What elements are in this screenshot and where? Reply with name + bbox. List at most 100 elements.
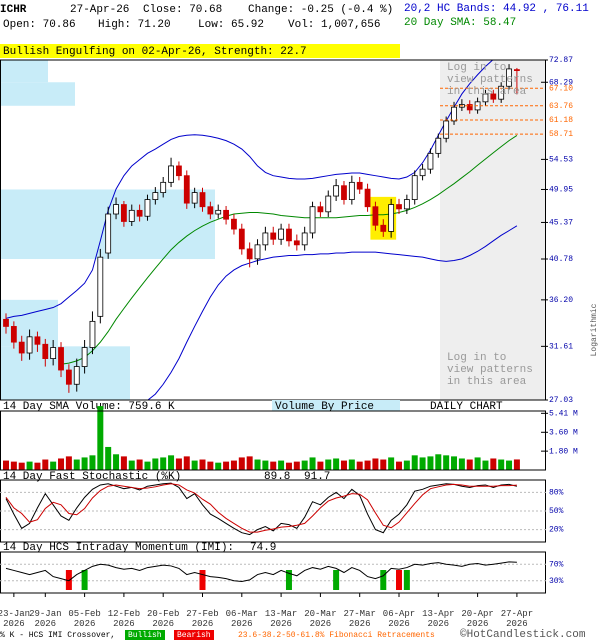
volume-bar [65,456,72,470]
volume-bar [293,461,300,470]
candle-body [89,320,96,348]
y-tick-label: 5.41 M [549,409,578,418]
candle-body [26,336,33,354]
volume-bar [238,457,245,470]
volume-bar [175,458,182,470]
open: Open: 70.86 [3,19,76,31]
candle-body [238,228,245,250]
candle-body [490,93,497,100]
volume-bar [199,459,206,470]
candle-body [97,256,104,317]
volume-bar [458,458,465,470]
candle-body [325,195,332,213]
volume-bar [120,456,127,470]
candle-body [451,106,457,122]
candle-body [372,206,379,226]
volume-title: 14 Day SMA Volume: 759.6 K [3,401,175,413]
imi-crossover [333,570,340,590]
candle-body [506,68,512,87]
y-tick-label: 54.53 [549,156,573,165]
volume-by-price-bar [0,82,75,106]
volume-bar [301,460,308,470]
candle-body [278,228,285,240]
upper-band [5,60,494,319]
candle-body [498,85,505,100]
candle-body [121,204,127,222]
x-tick-label: 27-Apr 2026 [500,609,534,629]
volume-bar [246,456,253,470]
candle-body [333,185,340,197]
footer-legend: % K - HCS IMI Crossover, [0,631,115,640]
fibonacci-label: 63.76 [549,102,573,111]
candle-body [58,347,64,371]
locked-note: Log in to view patterns in this area [447,352,533,388]
volume-bar [144,461,151,470]
volume-bar [58,458,65,470]
imi-crossover [81,570,88,590]
imi-crossover [380,570,387,590]
volume-bar [73,459,80,470]
candle-body [34,336,41,345]
candle-body [364,188,371,208]
high: High: 71.20 [98,19,171,31]
volume-bar [136,459,143,470]
imi-crossover [285,570,292,590]
volume-bar [18,462,25,470]
volume-bar [207,461,214,470]
y-tick-label: 49.95 [549,186,573,195]
volume-bar [262,460,269,470]
imi-title: 14 Day HCS Intraday Momentum (IMI): [3,542,234,554]
candle-body [348,181,355,200]
fibonacci-label: 61.18 [549,116,573,125]
y-tick-label: 1.80 M [549,447,578,456]
fibonacci-label: 67.10 [549,84,573,93]
x-tick-label: 05-Feb 2026 [68,609,101,629]
candle-body [341,185,347,200]
stochastic-line [5,483,517,533]
volume-bar [3,460,9,470]
volume-bar [411,455,418,470]
x-tick-label: 20-Feb 2026 [146,609,180,629]
y-tick-label: 80% [549,489,564,498]
volume-bar [443,455,450,470]
volume-bar [317,461,324,470]
candle-body [356,181,363,190]
imi-crossover [65,570,72,590]
candle-body [73,366,80,385]
change: Change: -0.25 (-0.4 %) [248,4,393,16]
candle-body [270,232,277,240]
candle-body [152,192,159,200]
volume-bar [506,460,513,470]
plot-area [5,482,518,536]
sma-info: 20 Day SMA: 58.47 [404,17,516,29]
candle-body [136,209,143,217]
date: 27-Apr-26 [70,4,129,16]
candle-body [301,232,308,246]
chart-label: DAILY CHART [430,401,503,413]
candle-body [231,218,237,230]
volume-bar [419,457,426,470]
candle-body [207,206,214,215]
candle-body [176,165,182,177]
candle-body [514,69,520,71]
candle-body [246,248,253,260]
candle-body [403,199,410,210]
candle-body [191,192,198,204]
y-tick-label: 72.87 [549,56,573,65]
x-tick-label: 27-Mar 2026 [343,609,376,629]
bearish-label: Bearish [177,631,211,640]
fibonacci-label: 58.71 [549,130,573,139]
y-tick-label: 45.37 [549,219,573,228]
pattern-banner [0,44,400,58]
low: Low: 65.92 [198,19,264,31]
volume-bar [498,459,505,470]
candle-body [144,199,151,217]
stochastic-title: 14 Day Fast Stochastic (%K) [3,471,181,483]
candle-body [113,204,119,215]
imi-crossover [403,570,410,590]
candle-body [160,181,167,193]
lower-band [147,225,518,400]
candle-body [317,206,324,213]
candle-body [396,204,402,210]
y-tick-label: 3.60 M [549,428,578,437]
